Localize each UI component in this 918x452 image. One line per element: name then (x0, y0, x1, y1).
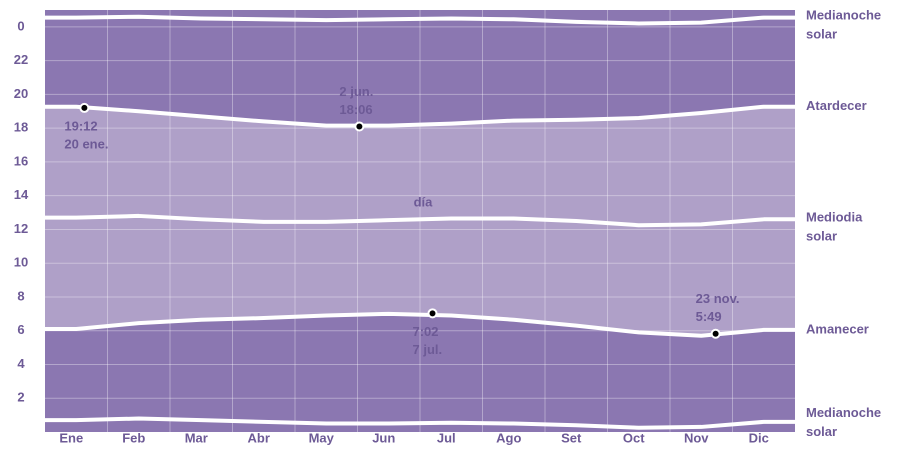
annotation-date: 2 jun. (339, 84, 373, 99)
x-tick-label: Oct (623, 430, 645, 445)
series-line (45, 416, 795, 430)
annotation-time: 7:02 (413, 324, 439, 339)
annotation-time: 5:49 (696, 309, 722, 324)
y-tick-label: 22 (14, 52, 28, 67)
series-line (45, 14, 795, 26)
y-tick-label: 18 (14, 120, 28, 135)
series-line (45, 104, 795, 128)
y-tick-label: 16 (14, 153, 28, 168)
series-label: Medianoche solar (806, 8, 881, 42)
annotation-time: 19:12 (64, 118, 97, 133)
annotation-date: 20 ene. (64, 136, 108, 151)
series-label: Atardecer (806, 98, 867, 113)
series-label: Medianoche solar (806, 405, 881, 439)
x-tick-label: Nov (684, 430, 709, 445)
annotation-point (79, 102, 90, 113)
annotation-time: 18:06 (339, 102, 372, 117)
annotation-date: 23 nov. (696, 291, 740, 306)
y-tick-label: 4 (17, 356, 25, 371)
y-tick-label: 14 (14, 187, 29, 202)
annotation-point (710, 328, 721, 339)
y-tick-label: 12 (14, 221, 28, 236)
x-tick-label: Mar (185, 430, 208, 445)
x-tick-label: Dic (749, 430, 769, 445)
annotation-date: 7 jul. (413, 342, 443, 357)
x-tick-label: Abr (248, 430, 270, 445)
y-tick-label: 0 (17, 18, 24, 33)
day-label: día (414, 194, 434, 209)
y-tick-label: 10 (14, 255, 28, 270)
x-tick-label: Jun (372, 430, 395, 445)
y-tick-label: 6 (17, 322, 24, 337)
y-tick-label: 2 (17, 390, 24, 405)
series-label: Amanecer (806, 321, 869, 336)
series-line (45, 311, 795, 338)
annotation-point (427, 308, 438, 319)
series-line (45, 213, 795, 228)
x-tick-label: Ene (59, 430, 83, 445)
x-tick-label: Ago (496, 430, 521, 445)
series-label: Mediodia solar (806, 210, 863, 244)
x-tick-label: Jul (437, 430, 456, 445)
annotation-point (354, 121, 365, 132)
x-tick-label: Feb (122, 430, 145, 445)
y-tick-label: 20 (14, 86, 28, 101)
y-tick-label: 8 (17, 288, 24, 303)
x-tick-label: Set (561, 430, 582, 445)
x-tick-label: May (309, 430, 335, 445)
